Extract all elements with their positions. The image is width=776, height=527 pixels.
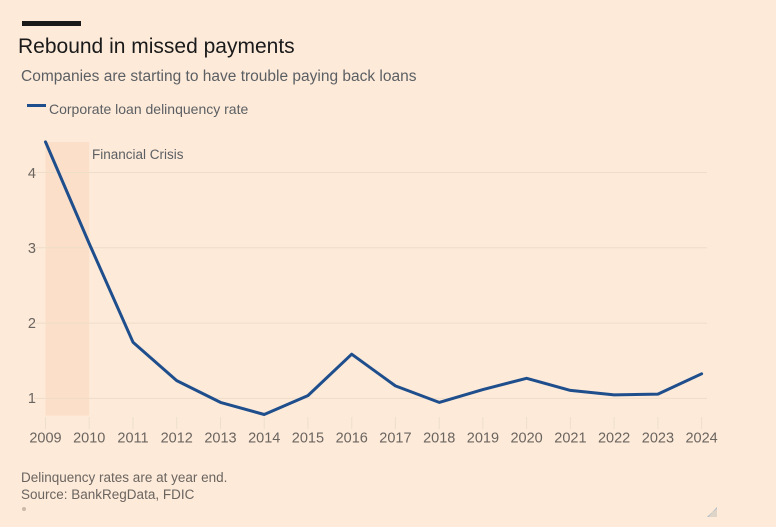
svg-text:2012: 2012 [161,431,193,447]
svg-text:2019: 2019 [467,431,499,447]
svg-text:2011: 2011 [117,431,148,447]
svg-text:2016: 2016 [336,431,368,447]
svg-text:2021: 2021 [554,431,586,447]
svg-text:2013: 2013 [204,431,236,447]
svg-text:2014: 2014 [248,431,280,447]
svg-text:2017: 2017 [379,431,411,447]
svg-text:3: 3 [28,241,36,257]
svg-text:2018: 2018 [423,431,455,447]
svg-text:Financial Crisis: Financial Crisis [92,147,184,162]
svg-text:2015: 2015 [292,431,324,447]
svg-text:2022: 2022 [598,431,630,447]
svg-text:1: 1 [28,391,36,407]
svg-text:2020: 2020 [510,431,542,447]
svg-text:2009: 2009 [29,431,61,447]
svg-text:2010: 2010 [73,431,105,447]
svg-text:4: 4 [28,166,36,182]
svg-text:2: 2 [28,316,36,332]
svg-text:2023: 2023 [642,431,674,447]
svg-text:2024: 2024 [685,431,717,447]
